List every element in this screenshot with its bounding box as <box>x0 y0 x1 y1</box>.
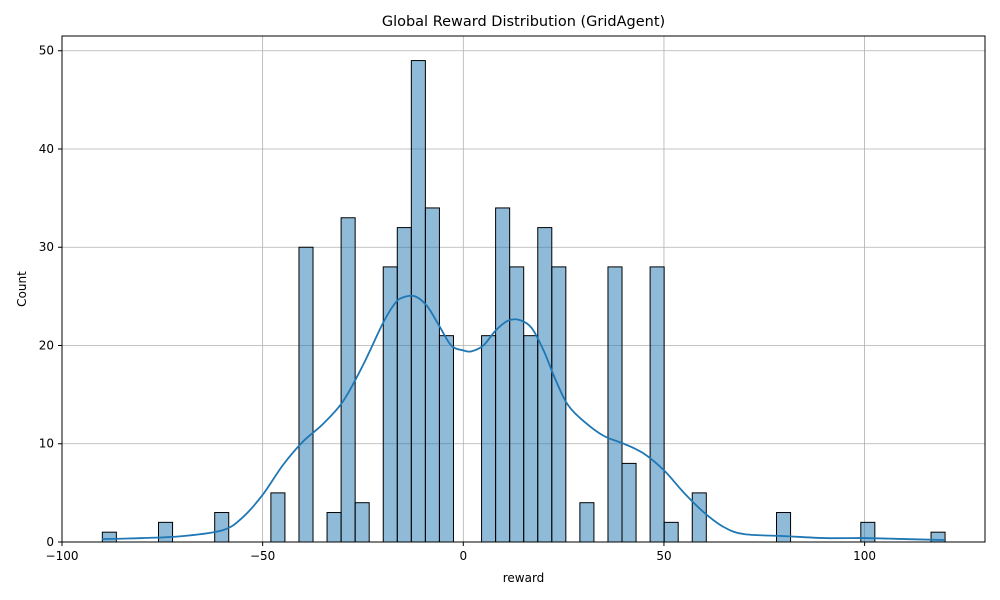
histogram-bar <box>481 335 497 543</box>
histogram-bar <box>776 512 792 543</box>
histogram-bar <box>158 521 174 543</box>
x-tick-label: −100 <box>46 549 79 563</box>
y-tick-label: 0 <box>46 535 54 549</box>
x-tick-label: −50 <box>250 549 275 563</box>
histogram-bar <box>298 246 314 543</box>
kde-line <box>102 294 945 541</box>
histogram-bar <box>607 266 623 543</box>
grid-lines <box>61 36 985 543</box>
y-axis-label: Count <box>15 271 29 307</box>
histogram-bar <box>579 502 595 543</box>
histogram-bar <box>509 266 525 543</box>
histogram-bar <box>396 227 412 543</box>
histogram-bar <box>214 512 230 543</box>
x-axis-label: reward <box>503 571 545 585</box>
axis-ticks: −100 −50 0 50 100 0 10 20 30 40 50 <box>39 44 876 563</box>
histogram-bar <box>101 531 117 543</box>
histogram-bar <box>354 502 370 543</box>
histogram-bar <box>663 521 679 543</box>
x-tick-label: 100 <box>853 549 876 563</box>
histogram-bar <box>340 217 356 543</box>
x-tick-label: 50 <box>656 549 671 563</box>
bars <box>101 60 946 543</box>
y-tick-label: 30 <box>39 240 54 254</box>
y-tick-label: 40 <box>39 142 54 156</box>
y-tick-label: 20 <box>39 338 54 352</box>
histogram-bar <box>621 462 637 543</box>
y-tick-label: 50 <box>39 44 54 58</box>
histogram-bar <box>438 335 454 543</box>
histogram-bar <box>270 492 286 543</box>
chart-title: Global Reward Distribution (GridAgent) <box>382 14 665 30</box>
histogram-bar <box>326 512 342 543</box>
plot-frame <box>61 35 986 543</box>
histogram-bar <box>537 227 553 543</box>
histogram-bar <box>382 266 398 543</box>
histogram-bar <box>495 207 511 543</box>
y-tick-label: 10 <box>39 437 54 451</box>
x-tick-label: 0 <box>459 549 467 563</box>
histogram-bar <box>424 207 440 543</box>
histogram-bar <box>523 335 539 543</box>
histogram-bar <box>551 266 567 543</box>
histogram-bar <box>691 492 707 543</box>
histogram-bar <box>649 266 665 543</box>
